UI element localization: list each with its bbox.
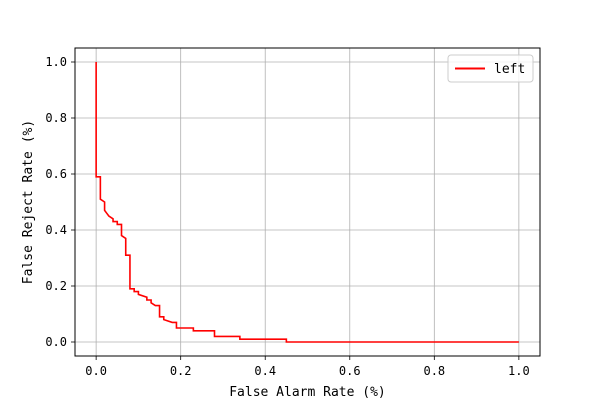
- x-tick-label: 0.2: [170, 364, 192, 378]
- series-layer: [95, 62, 519, 343]
- y-axis-label: False Reject Rate (%): [21, 120, 36, 284]
- y-tick-label: 1.0: [45, 55, 67, 69]
- x-tick-label: 0.6: [339, 364, 361, 378]
- plot-frame: [74, 47, 541, 357]
- legend: left: [447, 54, 534, 83]
- x-tick-label: 1.0: [508, 364, 530, 378]
- series-line-left: [95, 62, 519, 343]
- legend-label-left: left: [494, 62, 525, 77]
- y-tick-label: 0.0: [45, 335, 67, 349]
- y-tick-label: 0.4: [45, 223, 67, 237]
- ticks-layer: 0.0 0.2 0.4 0.6 0.8 1.0 0.0 0.2 0.4 0.6 0.8 1.0: [45, 55, 529, 378]
- x-tick-label: 0.0: [85, 364, 107, 378]
- x-tick-label: 0.8: [423, 364, 445, 378]
- x-tick-label: 0.4: [254, 364, 276, 378]
- x-axis-label: False Alarm Rate (%): [229, 385, 386, 400]
- legend-box: [447, 54, 534, 83]
- y-tick-label: 0.6: [45, 167, 67, 181]
- y-tick-label: 0.8: [45, 111, 67, 125]
- grid-lines: [75, 48, 540, 356]
- y-tick-label: 0.2: [45, 279, 67, 293]
